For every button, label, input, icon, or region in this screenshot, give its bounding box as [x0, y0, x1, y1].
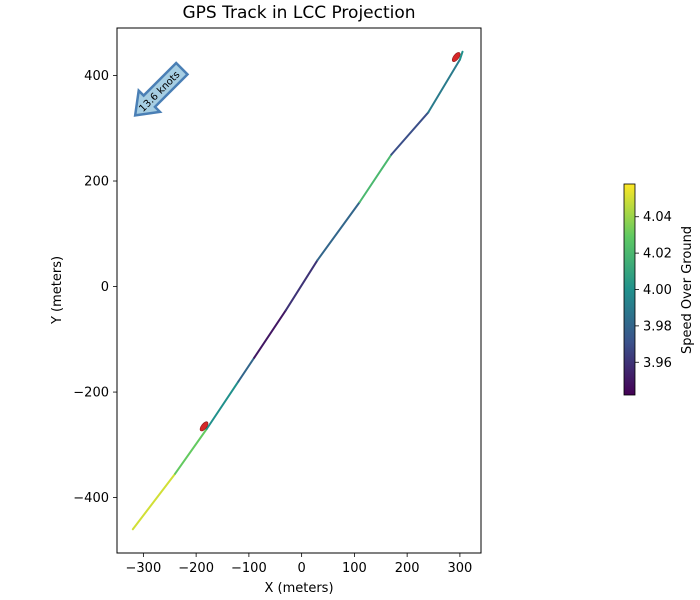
track-segment [253, 309, 287, 359]
y-axis: −400 −200 0 200 400 [73, 69, 117, 506]
wind-arrow-label: 13.6 knots [137, 69, 182, 114]
track-segment [174, 428, 208, 475]
track-segment [316, 201, 361, 262]
y-tick-label: −400 [73, 491, 109, 506]
wind-arrow [133, 61, 190, 117]
marker-layer [199, 52, 461, 432]
colorbar-gradient [623, 183, 636, 396]
colorbar-label: Speed Over Ground [680, 226, 695, 354]
x-axis-label: X (meters) [264, 581, 333, 596]
track-marker [199, 421, 209, 432]
plot-frame [116, 27, 482, 554]
track-segment [205, 380, 240, 431]
track-marker [451, 52, 461, 62]
colorbar-tick-label: 4.04 [643, 210, 672, 225]
track-segment [284, 259, 319, 312]
annotation-layer: 13.6 knots [133, 61, 190, 117]
track-segment [358, 153, 393, 204]
x-tick-label: 200 [395, 561, 420, 576]
colorbar-tick-label: 3.98 [643, 319, 672, 334]
y-tick-label: 0 [101, 280, 109, 295]
colorbar-tick-label: 3.96 [643, 356, 672, 371]
track-segment [237, 356, 256, 383]
colorbar: 3.96 3.98 4.00 4.02 4.04 Speed Over Ground [623, 183, 695, 396]
y-tick-label: 400 [84, 69, 109, 84]
wind-arrow-shape [133, 61, 190, 117]
track-segment [390, 111, 430, 156]
x-tick-label: −200 [178, 561, 214, 576]
track-segment [427, 58, 461, 114]
track-layer [131, 50, 464, 531]
x-tick-label: 100 [342, 561, 367, 576]
colorbar-tick-label: 4.02 [643, 247, 672, 262]
x-tick-label: 0 [297, 561, 305, 576]
x-tick-label: 300 [447, 561, 472, 576]
y-axis-label: Y (meters) [50, 256, 65, 325]
x-tick-label: −100 [231, 561, 267, 576]
track-segment [458, 50, 464, 61]
track-segment [131, 472, 177, 531]
y-tick-label: −200 [73, 386, 109, 401]
chart-title: GPS Track in LCC Projection [182, 3, 415, 23]
colorbar-ticks: 3.96 3.98 4.00 4.02 4.04 [635, 210, 672, 371]
x-axis: −300 −200 −100 0 100 200 300 [126, 553, 472, 576]
colorbar-tick-label: 4.00 [643, 283, 672, 298]
x-tick-label: −300 [126, 561, 162, 576]
y-tick-label: 200 [84, 175, 109, 190]
